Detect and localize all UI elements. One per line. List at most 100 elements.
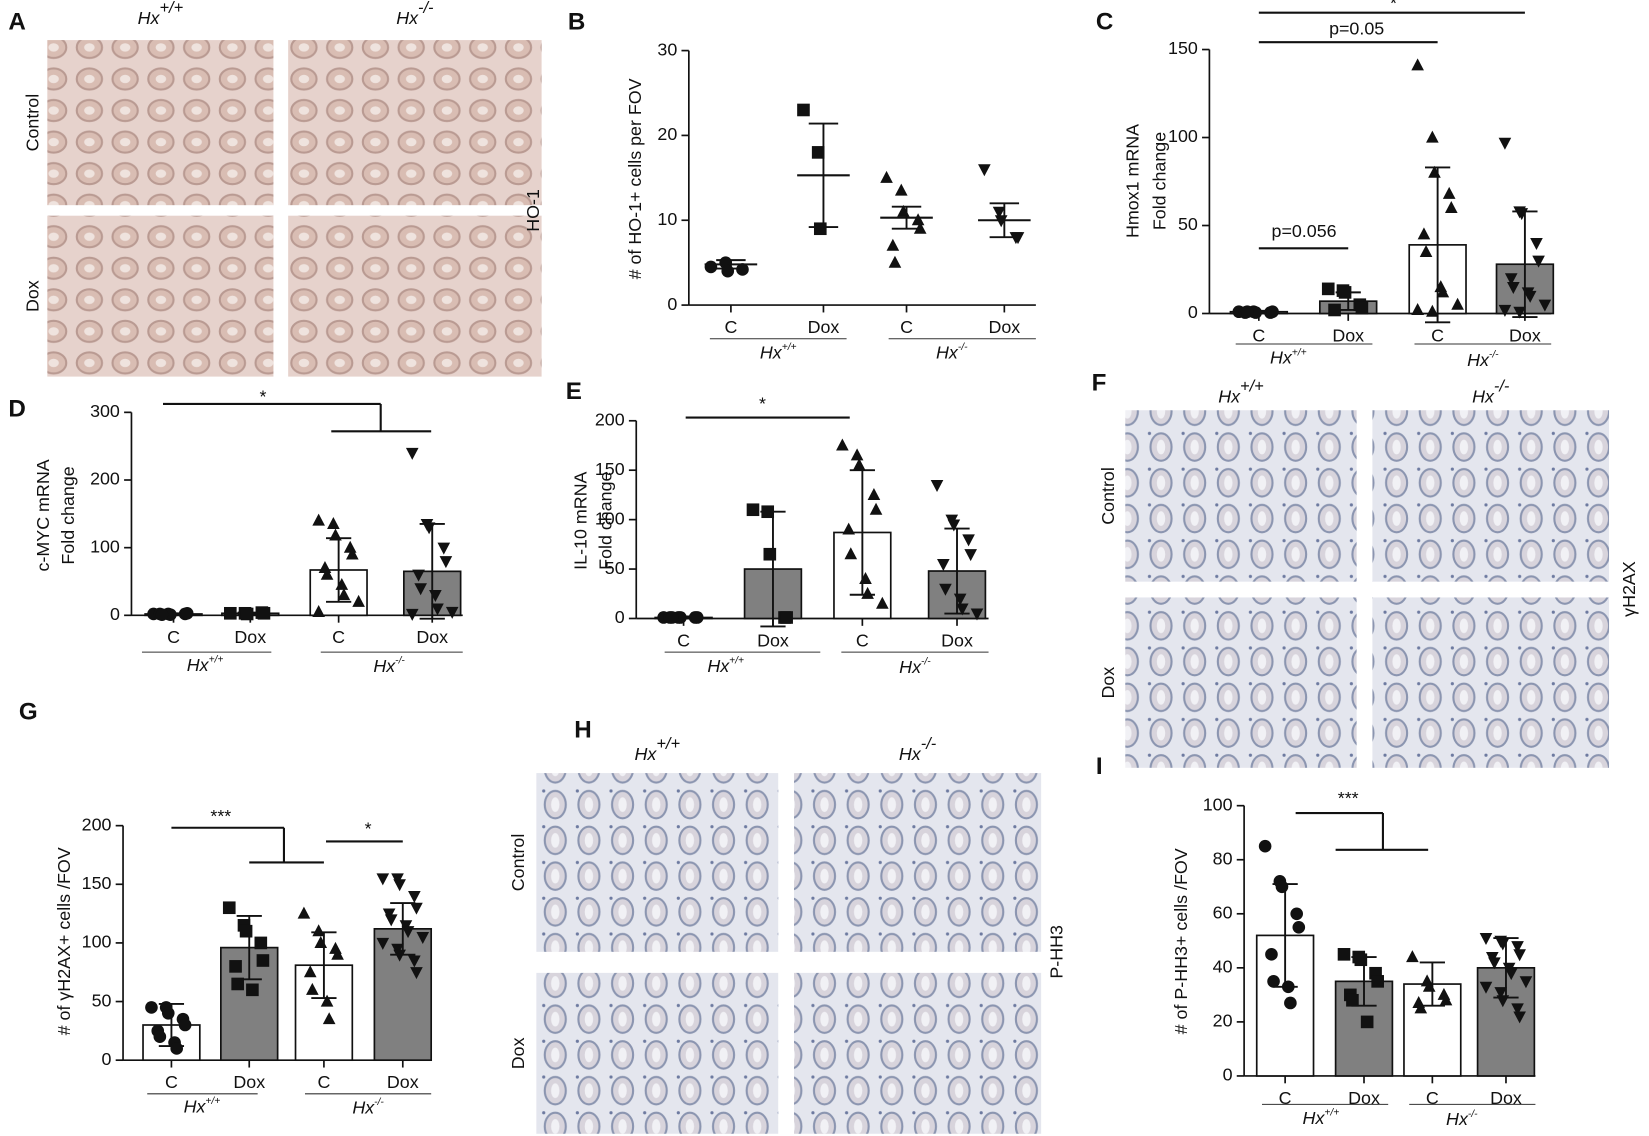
- data-point: [888, 255, 902, 268]
- data-point: [721, 264, 735, 278]
- y-tick-label: 100: [82, 932, 112, 952]
- data-point: [414, 583, 427, 596]
- data-point: [1266, 305, 1279, 319]
- data-point: [170, 1042, 183, 1055]
- data-point: [1523, 290, 1537, 303]
- row-label: Dox: [22, 280, 42, 312]
- data-point: [312, 513, 325, 526]
- data-point: [161, 1006, 175, 1020]
- panel-letter: F: [1092, 369, 1107, 396]
- panel-letter: B: [568, 9, 585, 36]
- group-sup: +/+: [1324, 1107, 1339, 1118]
- data-point: [1511, 941, 1524, 954]
- data-point: [1011, 232, 1025, 245]
- data-point: [953, 593, 967, 606]
- data-point: [1267, 975, 1280, 988]
- y-tick-label: 200: [82, 814, 112, 834]
- data-point: [736, 263, 749, 276]
- data-point: [422, 522, 436, 535]
- x-tick-label: Dox: [233, 1072, 265, 1092]
- data-point: [416, 932, 430, 944]
- data-point: [297, 906, 311, 919]
- micrograph: [47, 215, 274, 377]
- data-point: [992, 206, 1006, 219]
- y-tick-label: 10: [657, 209, 677, 229]
- y-tick-label: 20: [1213, 1011, 1233, 1031]
- y-tick-label: 100: [90, 536, 120, 556]
- y-tick-label: 300: [90, 401, 120, 421]
- data-point: [384, 914, 398, 927]
- data-point: [1504, 273, 1518, 286]
- significance-label: p=0.056: [1272, 221, 1337, 241]
- data-point: [1488, 957, 1501, 970]
- data-point: [408, 955, 421, 968]
- data-point: [229, 960, 242, 973]
- y-tick-label: 0: [1223, 1065, 1233, 1085]
- data-point: [1411, 58, 1424, 71]
- data-point: [1519, 976, 1533, 989]
- data-point: [1419, 244, 1433, 257]
- data-point: [1417, 227, 1431, 240]
- group-name: Hx: [373, 656, 396, 676]
- data-point: [780, 611, 793, 624]
- y-tick-label: 0: [102, 1049, 112, 1069]
- group-sup: -/-: [921, 735, 937, 753]
- significance-label: p=0.05: [1329, 18, 1384, 38]
- group-name: Hx: [707, 656, 730, 676]
- group-sup: +/+: [729, 655, 744, 666]
- data-point: [1411, 303, 1424, 316]
- x-tick-label: C: [1431, 325, 1444, 345]
- data-point: [393, 879, 406, 892]
- y-tick-label: 50: [605, 558, 625, 578]
- y-tick-label: 100: [1168, 126, 1198, 146]
- group-name: Hx: [138, 8, 161, 28]
- group-sup: -/-: [1494, 378, 1510, 396]
- data-point: [704, 260, 718, 274]
- data-point: [994, 215, 1008, 228]
- data-point: [1360, 1015, 1374, 1029]
- group-label: Hx-/-: [1472, 378, 1510, 406]
- group-name: Hx: [899, 744, 922, 764]
- group-sup: -/-: [1489, 349, 1499, 360]
- data-point: [867, 487, 881, 500]
- data-point: [876, 596, 889, 609]
- data-point: [690, 611, 704, 624]
- x-tick-label: C: [167, 627, 180, 647]
- data-point: [1511, 1003, 1524, 1016]
- x-tick-label: C: [900, 317, 913, 337]
- y-tick-label: 200: [90, 469, 120, 489]
- data-point: [1290, 907, 1304, 921]
- row-label: Control: [22, 94, 42, 152]
- significance-label: *: [365, 819, 372, 839]
- x-tick-label: C: [724, 317, 737, 337]
- data-point: [1292, 920, 1306, 934]
- stain-label: γH2AX: [1619, 561, 1639, 617]
- data-point: [331, 947, 344, 960]
- x-tick-label: Dox: [1332, 325, 1364, 345]
- group-label: Hx-/-: [899, 735, 937, 763]
- data-point: [913, 221, 927, 234]
- data-point: [1496, 938, 1510, 951]
- row-label: Dox: [508, 1037, 528, 1069]
- group-name: Hx: [899, 657, 922, 677]
- y-axis-label: c-MYC mRNA: [33, 459, 53, 571]
- data-point: [1354, 953, 1368, 967]
- y-tick-label: 0: [667, 294, 677, 314]
- x-tick-label: Dox: [808, 317, 840, 337]
- group-label: Hx-/-: [396, 0, 434, 28]
- x-tick-label: C: [317, 1072, 330, 1092]
- data-point: [1371, 975, 1384, 988]
- data-point: [859, 571, 872, 584]
- data-point: [1414, 1001, 1428, 1014]
- group-label: Hx+/+: [760, 342, 797, 362]
- group-label: Hx+/+: [1218, 378, 1264, 406]
- data-point: [401, 926, 415, 939]
- data-point: [850, 448, 864, 461]
- data-point: [811, 146, 825, 159]
- data-point: [410, 967, 423, 980]
- data-point: [797, 103, 810, 117]
- data-point: [1507, 282, 1520, 295]
- stain-label: P-HH3: [1047, 925, 1067, 979]
- y-tick-label: 50: [1178, 214, 1198, 234]
